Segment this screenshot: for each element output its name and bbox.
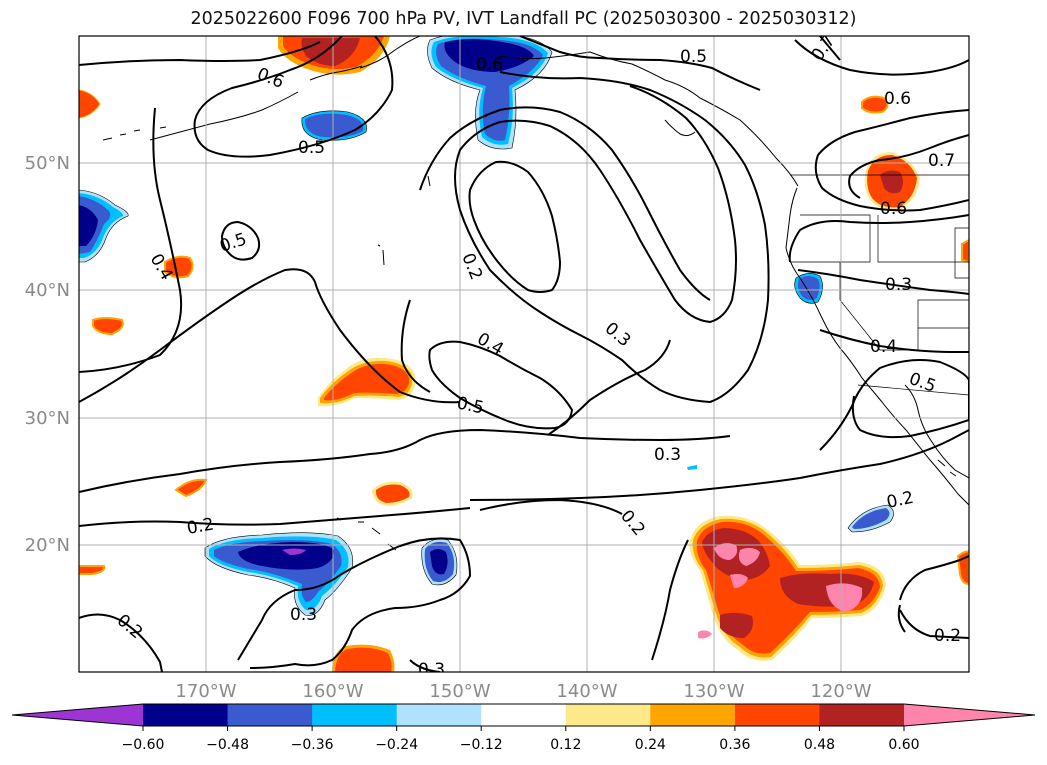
shaded-anomalies — [79, 36, 969, 672]
contour-label: 0.2 — [934, 626, 961, 646]
contour-label: 0.6 — [476, 55, 503, 75]
colorbar-tick-label: 0.12 — [550, 737, 581, 753]
colorbar-segment — [734, 704, 820, 726]
colorbar-segment — [565, 704, 651, 726]
contour-label: 0.5 — [298, 138, 325, 158]
gridlines — [79, 36, 969, 672]
colorbar-segment — [650, 704, 736, 726]
lat-label-30n: 30°N — [25, 408, 70, 429]
colorbar-segment — [481, 704, 567, 726]
lon-label-160w: 160°W — [302, 681, 363, 702]
colorbar-extend-max — [904, 704, 1035, 726]
state-borders — [790, 174, 969, 396]
contour-label: 0.3 — [290, 605, 317, 625]
lon-label-150w: 150°W — [429, 681, 490, 702]
contour-label: 0.3 — [418, 660, 445, 680]
contour-label: 0.7 — [928, 151, 955, 171]
colorbar: −0.60 −0.48 −0.36 −0.24 −0.12 0.12 0.24 0.36 0.4… — [11, 703, 1036, 753]
colorbar-tick-label: −0.48 — [206, 737, 249, 753]
lon-label-120w: 120°W — [810, 681, 871, 702]
colorbar-tick-label: 0.48 — [804, 737, 835, 753]
latitude-labels: 50°N 40°N 30°N 20°N — [25, 153, 70, 556]
lat-label-20n: 20°N — [25, 535, 70, 556]
contour-label: 0.3 — [654, 445, 681, 465]
lat-label-40n: 40°N — [25, 280, 70, 301]
lat-label-50n: 50°N — [25, 153, 70, 174]
contour-label: 0.6 — [880, 199, 907, 219]
colorbar-tick-label: 0.60 — [888, 737, 919, 753]
lon-label-170w: 170°W — [175, 681, 236, 702]
colorbar-tick-label: 0.24 — [635, 737, 666, 753]
lon-label-130w: 130°W — [683, 681, 744, 702]
contour-label: 0.2 — [185, 515, 215, 539]
colorbar-tick-label: −0.36 — [291, 737, 334, 753]
lon-label-140w: 140°W — [556, 681, 617, 702]
contour-label: 0.4 — [870, 337, 897, 357]
longitude-labels: 170°W 160°W 150°W 140°W 130°W 120°W — [175, 681, 871, 702]
map-frame — [78, 35, 970, 673]
colorbar-segment — [227, 704, 313, 726]
colorbar-segment — [312, 704, 398, 726]
colorbar-tick-label: −0.12 — [460, 737, 503, 753]
contour-label: 0.3 — [885, 275, 912, 295]
contour-label: 0.5 — [680, 47, 707, 67]
pv-contours — [79, 36, 969, 672]
colorbar-segment — [143, 704, 229, 726]
colorbar-segment — [819, 704, 905, 726]
coastlines — [102, 36, 969, 551]
colorbar-segment — [396, 704, 482, 726]
colorbar-tick-label: −0.24 — [375, 737, 418, 753]
contour-label: 0.6 — [884, 89, 911, 109]
map-panel: 0.6 0.5 0.5 0.6 0.7 0.6 0.7 0.6 0.5 0.4 … — [79, 36, 969, 680]
colorbar-extend-min — [12, 704, 143, 726]
figure-title: 2025022600 F096 700 hPa PV, IVT Landfall… — [190, 9, 857, 29]
colorbar-tick-label: −0.60 — [122, 737, 165, 753]
colorbar-tick-label: 0.36 — [719, 737, 750, 753]
